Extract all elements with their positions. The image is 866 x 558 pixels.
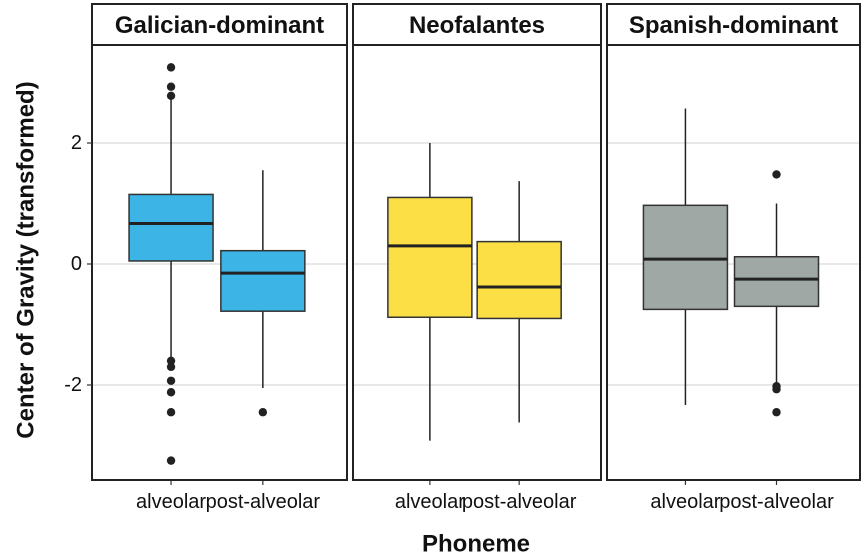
box-alveolar (642, 108, 729, 405)
facet-strip-label: Galician-dominant (115, 12, 324, 39)
outlier-point (166, 362, 176, 372)
x-tick-label: alveolar (650, 491, 720, 513)
outlier-point (166, 456, 176, 465)
facet-panel: Galician-dominant alveolar post-alveolar (91, 3, 348, 513)
box-alveolar (128, 63, 214, 465)
outlier-point (166, 376, 176, 385)
outlier-point (166, 408, 176, 417)
box-alveolar (387, 143, 473, 441)
box-iqr (128, 193, 214, 262)
outlier-point (772, 408, 781, 417)
panel-border (352, 44, 602, 481)
outlier-point (258, 408, 268, 417)
facet-strip-label: Neofalantes (409, 12, 545, 39)
x-tick-label: alveolar (136, 491, 206, 513)
outlier-point (772, 385, 781, 394)
x-tick-label: alveolar (395, 491, 465, 513)
x-axis-title: Phoneme (422, 531, 530, 558)
facet-strip (91, 3, 348, 46)
box-post-alveolar (220, 170, 306, 417)
x-tick-label: post-alveolar (206, 491, 321, 513)
box-iqr (733, 255, 820, 308)
outlier-point (166, 91, 176, 101)
y-tick-label: -2 (64, 374, 82, 396)
facet-strip-label: Spanish-dominant (629, 12, 838, 39)
outlier-point (166, 82, 176, 91)
y-tick-label: 2 (71, 132, 82, 154)
facet-strip (606, 3, 861, 46)
x-tick-label: post-alveolar (719, 491, 834, 513)
outlier-point (166, 388, 176, 397)
box-post-alveolar (476, 181, 562, 423)
x-tick-label: post-alveolar (462, 491, 577, 513)
y-axis-title: Center of Gravity (transformed) (13, 81, 40, 438)
box-iqr (220, 249, 306, 312)
box-iqr (476, 240, 562, 320)
y-tick-label: 0 (71, 253, 82, 275)
panel-border (606, 44, 861, 481)
outlier-point (166, 63, 176, 72)
box-post-alveolar (733, 170, 820, 417)
y-axis: 2 0 -2 (64, 132, 92, 396)
outlier-point (166, 356, 176, 365)
box-iqr (387, 196, 473, 318)
panel-border (91, 44, 348, 481)
box-iqr (642, 204, 729, 311)
outlier-point (772, 170, 781, 179)
